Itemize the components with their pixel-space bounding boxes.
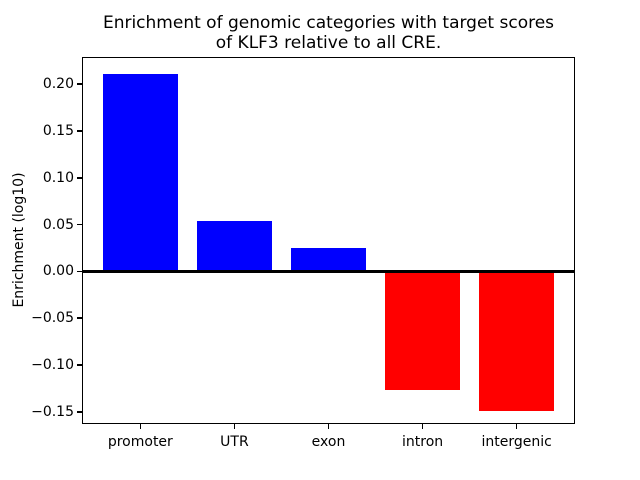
x-tick-promoter — [139, 424, 142, 429]
y-tick-label-0.05: 0.05 — [42, 216, 74, 233]
y-tick-0.00 — [77, 270, 82, 273]
y-tick-0.10 — [77, 177, 82, 179]
x-tick-label-intron: intron — [402, 434, 444, 450]
chart-title-line2: of KLF3 relative to all CRE. — [215, 33, 442, 53]
y-axis-label: Enrichment (log10) — [11, 172, 27, 308]
y-tick-0.15 — [77, 130, 82, 132]
bar-UTR — [196, 220, 273, 272]
y-tick-label-−0.15: −0.15 — [31, 403, 74, 420]
x-tick-UTR — [233, 424, 236, 429]
bar-intron — [384, 271, 461, 391]
bar-exon — [290, 247, 367, 272]
y-tick-label-0.15: 0.15 — [42, 122, 74, 139]
x-tick-exon — [327, 424, 330, 429]
chart-title: Enrichment of genomic categories with ta… — [82, 13, 575, 53]
chart-title-line1: Enrichment of genomic categories with ta… — [102, 13, 555, 33]
x-tick-intergenic — [515, 424, 518, 429]
y-tick-label-0.10: 0.10 — [42, 169, 74, 186]
x-tick-label-promoter: promoter — [107, 434, 173, 450]
y-tick-0.05 — [77, 223, 82, 226]
y-tick-label-−0.05: −0.05 — [31, 310, 74, 327]
y-tick-0.20 — [77, 83, 82, 85]
x-tick-intron — [421, 424, 424, 429]
x-tick-label-UTR: UTR — [220, 434, 249, 450]
x-tick-label-intergenic: intergenic — [481, 434, 552, 450]
y-tick-label-0.00: 0.00 — [42, 263, 74, 280]
y-tick-label-0.20: 0.20 — [42, 76, 74, 93]
plot-area — [82, 57, 575, 424]
zero-line — [82, 270, 575, 273]
bar-promoter — [102, 73, 178, 272]
y-tick-−0.05 — [77, 317, 82, 319]
y-tick-−0.10 — [77, 364, 82, 366]
y-tick-−0.15 — [77, 411, 82, 413]
y-tick-label-−0.10: −0.10 — [31, 357, 74, 374]
bar-intergenic — [479, 271, 555, 411]
x-tick-label-exon: exon — [311, 434, 346, 450]
